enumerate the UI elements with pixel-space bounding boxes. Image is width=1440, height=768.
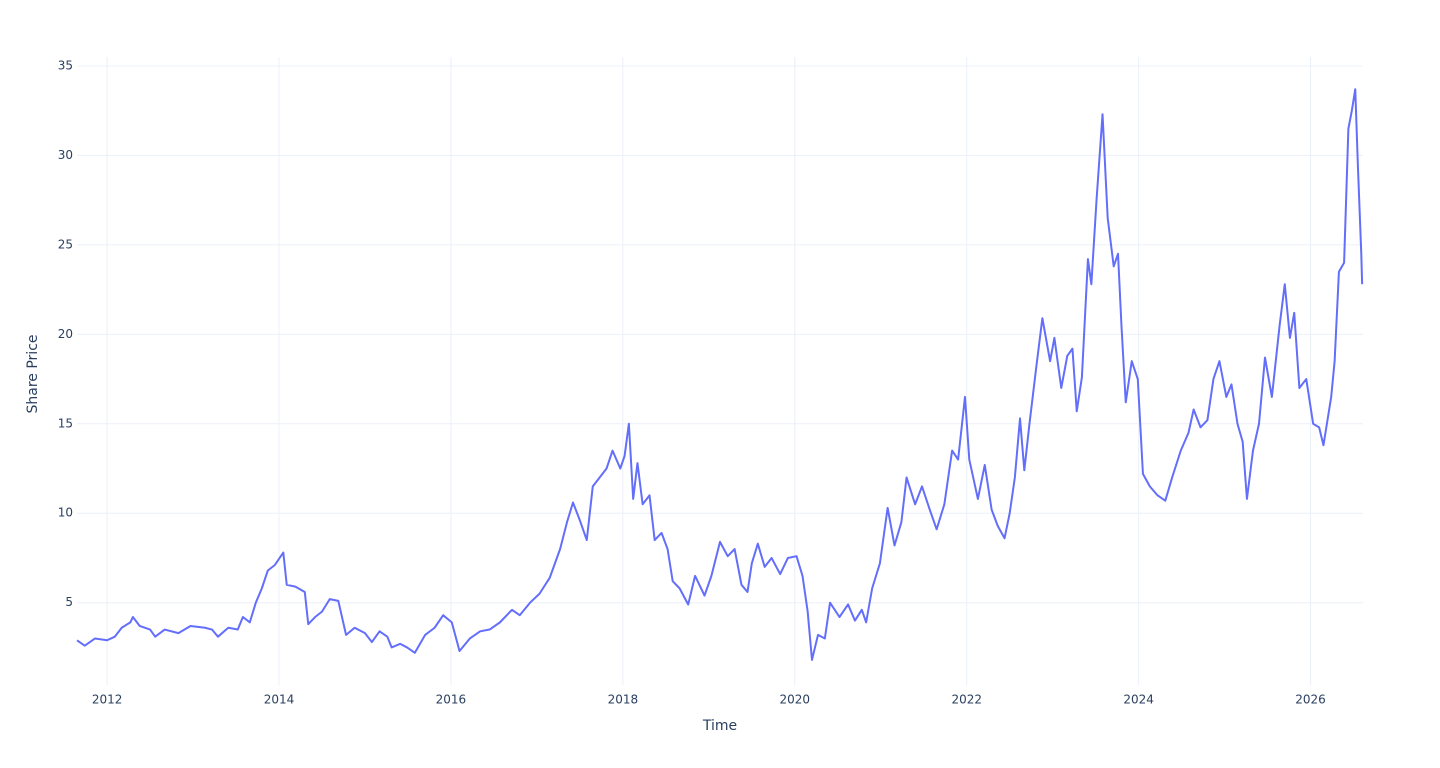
x-tick-label: 2014 [264, 693, 295, 707]
x-tick-label: 2020 [780, 693, 811, 707]
y-axis-title: Share Price [25, 334, 41, 413]
price-line [76, 88, 1364, 661]
x-axis-title: Time [702, 718, 737, 734]
y-tick-label: 5 [65, 595, 73, 609]
x-tick-label: 2024 [1123, 693, 1154, 707]
grid [77, 57, 1363, 685]
x-tick-label: 2022 [951, 693, 982, 707]
x-tick-label: 2018 [608, 693, 639, 707]
y-tick-label: 35 [58, 58, 73, 72]
x-tick-label: 2026 [1295, 693, 1326, 707]
y-tick-label: 15 [58, 416, 73, 430]
x-tick-label: 2016 [436, 693, 467, 707]
x-tick-label: 2012 [92, 693, 123, 707]
y-tick-label: 25 [58, 237, 73, 251]
y-tick-label: 20 [58, 327, 73, 341]
y-tick-label: 30 [58, 148, 73, 162]
y-tick-label: 10 [58, 506, 73, 520]
